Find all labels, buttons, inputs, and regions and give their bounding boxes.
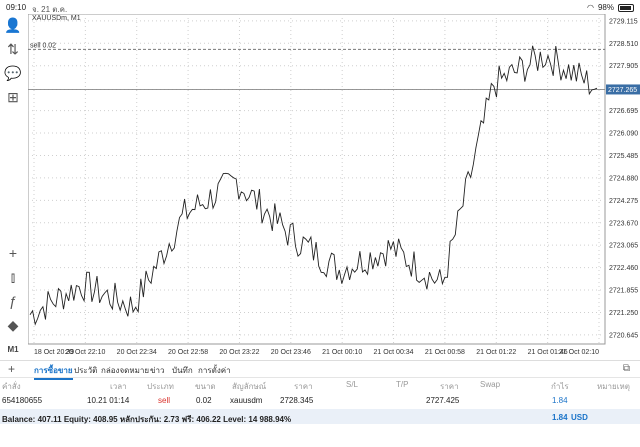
x-tick-label: 21 Oct 00:58: [425, 349, 465, 356]
bottom-tabs: + การซื้อขาย ประวัติ กล่องจดหมาย ข่าว บั…: [0, 360, 640, 380]
balance-bar: Balance: 407.11 Equity: 408.95 หลักประกั…: [0, 409, 640, 424]
cell-open-price: 2728.345: [280, 396, 314, 405]
table-header: คำสั่ง เวลา ประเภท ขนาด สัญลักษณ์ ราคา S…: [0, 376, 640, 392]
orders-table: คำสั่ง เวลา ประเภท ขนาด สัญลักษณ์ ราคา S…: [0, 376, 640, 408]
x-tick-label: 21 Oct 01:46: [528, 349, 568, 356]
status-right: ◠ 98%: [587, 3, 634, 12]
y-tick-label: 2729.115: [609, 18, 638, 25]
col-size: ขนาด: [195, 382, 216, 391]
left-toolbar: 👤 ⇅ 💬 ⊞ + ⫾ ƒ ◆ M1: [0, 14, 26, 359]
account-icon[interactable]: 👤: [4, 16, 22, 33]
y-tick-label: 2723.670: [609, 220, 638, 227]
tab-news[interactable]: ข่าว: [150, 366, 165, 375]
cell-size: 0.02: [196, 396, 212, 405]
expand-icon[interactable]: ⧉: [622, 363, 630, 374]
balance-currency: USD: [571, 413, 588, 422]
x-tick-label: 20 Oct 22:34: [117, 349, 157, 356]
status-date: จ. 21 ต.ค.: [32, 5, 68, 14]
indicators-icon[interactable]: ƒ: [9, 293, 17, 309]
y-tick-label: 2723.065: [609, 243, 638, 250]
new-order-icon[interactable]: ⊞: [7, 88, 19, 105]
x-tick-label: 18 Oct 20:39: [34, 349, 74, 356]
y-tick-label: 2724.880: [609, 175, 638, 182]
x-tick-label: 20 Oct 23:46: [271, 349, 311, 356]
y-tick-label: 2721.855: [609, 288, 638, 295]
cell-type: sell: [158, 396, 171, 405]
symbol-label: XAUUSDm, M1: [32, 15, 81, 22]
col-type: ประเภท: [147, 382, 174, 391]
col-order: คำสั่ง: [2, 382, 21, 391]
col-profit: กำไร: [551, 382, 569, 391]
col-tp: T/P: [396, 380, 409, 389]
y-tick-label: 2726.695: [609, 108, 638, 115]
col-price: ราคา: [440, 382, 459, 391]
y-tick-label: 2721.250: [609, 310, 638, 317]
objects-icon[interactable]: ◆: [7, 316, 19, 333]
tab-history[interactable]: ประวัติ: [74, 366, 98, 375]
status-time: 09:10: [6, 3, 27, 12]
battery-percent: 98%: [597, 3, 614, 12]
timeframe-button[interactable]: M1: [7, 344, 19, 354]
tab-settings[interactable]: การตั้งค่า: [198, 366, 231, 375]
chart-svg: 2729.115 2728.510 2727.905 2726.695 2726.090…: [28, 14, 640, 356]
cell-price: 2727.425: [426, 396, 460, 405]
tab-trade[interactable]: การซื้อขาย: [34, 364, 73, 380]
tab-mailbox[interactable]: กล่องจดหมาย: [101, 366, 150, 375]
cell-symbol: xauusdm: [230, 396, 263, 405]
x-tick-label: 20 Oct 22:58: [168, 349, 208, 356]
y-tick-label: 2725.485: [609, 153, 638, 160]
current-price-tag: [606, 84, 640, 95]
chart-type-icon[interactable]: ⫾: [10, 268, 16, 285]
y-tick-label: 2724.275: [609, 198, 638, 205]
trade-icon[interactable]: ⇅: [7, 40, 19, 57]
current-price-label: 2727.265: [608, 87, 637, 94]
price-chart[interactable]: 2729.115 2728.510 2727.905 2726.695 2726.090…: [28, 14, 640, 359]
col-sl: S/L: [346, 380, 359, 389]
col-comment: หมายเหตุ: [597, 382, 630, 391]
x-tick-label: 21 Oct 00:34: [373, 349, 413, 356]
tab-journal[interactable]: บันทึก: [172, 366, 193, 375]
x-tick-label: 20 Oct 23:22: [219, 349, 259, 356]
order-label: sell 0.02: [30, 42, 56, 49]
cell-order: 654180655: [2, 396, 43, 405]
x-tick-label: 20 Oct 22:10: [65, 349, 105, 356]
balance-text: Balance: 407.11 Equity: 408.95 หลักประกั…: [2, 415, 292, 424]
cell-profit: 1.84: [552, 396, 568, 405]
y-tick-label: 2722.460: [609, 265, 638, 272]
y-tick-label: 2726.090: [609, 131, 638, 138]
cell-time: 10.21 01:14: [87, 396, 130, 405]
crosshair-icon[interactable]: +: [8, 245, 18, 261]
battery-icon: [618, 3, 634, 12]
x-tick-label: 21 Oct 01:22: [476, 349, 516, 356]
wifi-icon: ◠: [587, 3, 594, 12]
x-tick-label: 21 Oct 00:10: [322, 349, 362, 356]
balance-profit: 1.84: [552, 413, 568, 422]
y-tick-label: 2727.905: [609, 63, 638, 70]
x-tick-label: 21 Oct 02:10: [559, 349, 599, 356]
col-symbol: สัญลักษณ์: [232, 382, 267, 391]
plot-frame: [28, 14, 606, 345]
price-series-line: [29, 45, 598, 326]
col-time: เวลา: [110, 382, 127, 391]
col-swap: Swap: [480, 380, 501, 389]
table-row[interactable]: 654180655 10.21 01:14 sell 0.02 xauusdm …: [0, 392, 640, 408]
add-icon[interactable]: +: [8, 362, 16, 376]
y-tick-label: 2720.645: [609, 332, 638, 339]
col-open-price: ราคา: [294, 382, 313, 391]
chat-icon[interactable]: 💬: [4, 64, 22, 81]
y-tick-label: 2728.510: [609, 41, 638, 48]
status-bar: 09:10 จ. 21 ต.ค. ◠ 98%: [0, 0, 640, 14]
